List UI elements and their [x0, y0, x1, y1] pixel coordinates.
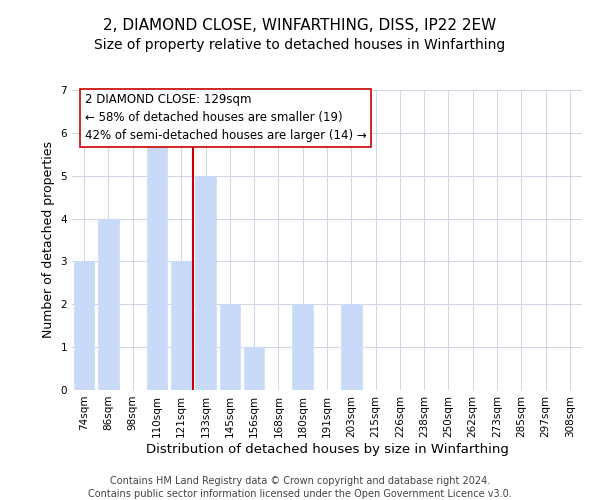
- Bar: [292, 304, 313, 390]
- Bar: [195, 176, 216, 390]
- Y-axis label: Number of detached properties: Number of detached properties: [42, 142, 55, 338]
- Text: 2 DIAMOND CLOSE: 129sqm
← 58% of detached houses are smaller (19)
42% of semi-de: 2 DIAMOND CLOSE: 129sqm ← 58% of detache…: [85, 94, 367, 142]
- Bar: [244, 347, 265, 390]
- Bar: [341, 304, 362, 390]
- Bar: [220, 304, 240, 390]
- Bar: [74, 262, 94, 390]
- Text: Contains public sector information licensed under the Open Government Licence v3: Contains public sector information licen…: [88, 489, 512, 499]
- Text: 2, DIAMOND CLOSE, WINFARTHING, DISS, IP22 2EW: 2, DIAMOND CLOSE, WINFARTHING, DISS, IP2…: [103, 18, 497, 32]
- Bar: [171, 262, 191, 390]
- Bar: [98, 218, 119, 390]
- Text: Size of property relative to detached houses in Winfarthing: Size of property relative to detached ho…: [94, 38, 506, 52]
- X-axis label: Distribution of detached houses by size in Winfarthing: Distribution of detached houses by size …: [146, 442, 508, 456]
- Bar: [146, 133, 167, 390]
- Text: Contains HM Land Registry data © Crown copyright and database right 2024.: Contains HM Land Registry data © Crown c…: [110, 476, 490, 486]
